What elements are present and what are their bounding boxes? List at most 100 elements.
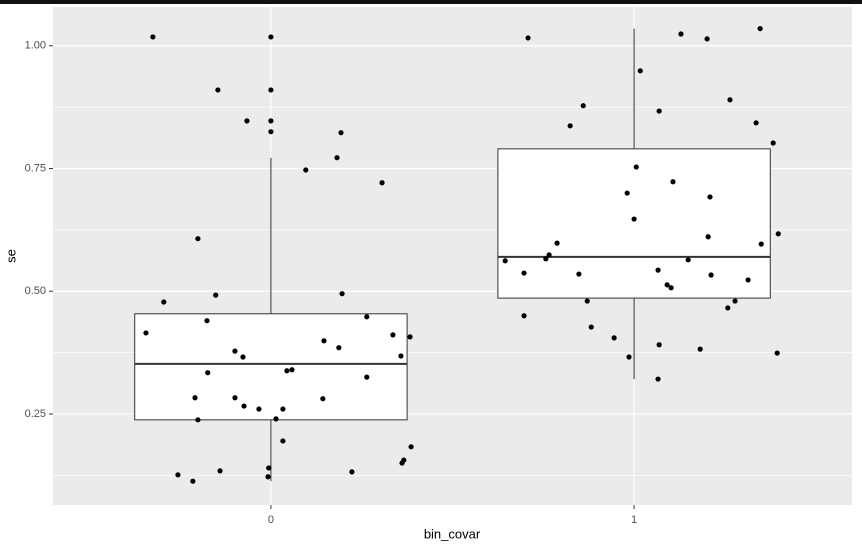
point — [241, 403, 247, 409]
point — [678, 31, 684, 37]
point — [727, 97, 733, 103]
point — [745, 277, 751, 283]
point — [217, 468, 223, 474]
point — [190, 478, 196, 484]
point — [339, 291, 345, 297]
point — [268, 129, 274, 135]
point — [543, 256, 549, 262]
point — [399, 460, 405, 466]
point — [407, 334, 413, 340]
y-tick-label: 1.00 — [25, 40, 46, 52]
point — [567, 123, 573, 129]
point — [195, 417, 201, 423]
point — [546, 252, 552, 258]
point — [633, 164, 639, 170]
point — [256, 406, 262, 412]
point — [244, 118, 250, 124]
point — [192, 395, 198, 401]
box — [134, 313, 408, 421]
point — [408, 444, 414, 450]
point — [655, 267, 661, 273]
point — [770, 140, 776, 146]
point — [707, 194, 713, 200]
point — [268, 34, 274, 40]
point — [336, 345, 342, 351]
point — [685, 257, 691, 263]
point — [775, 231, 781, 237]
point — [670, 179, 676, 185]
point — [725, 305, 731, 311]
point — [732, 298, 738, 304]
point — [150, 34, 156, 40]
point — [204, 318, 210, 324]
point — [656, 108, 662, 114]
y-tick-label: 0.75 — [25, 162, 46, 174]
point — [626, 354, 632, 360]
point — [215, 87, 221, 93]
point — [161, 299, 167, 305]
point — [265, 474, 271, 480]
point — [379, 180, 385, 186]
point — [280, 406, 286, 412]
point — [668, 285, 674, 291]
point — [334, 155, 340, 161]
point — [398, 353, 404, 359]
point — [232, 348, 238, 354]
point — [502, 258, 508, 264]
point — [655, 376, 661, 382]
y-tick-label: 0.50 — [25, 285, 46, 297]
y-tick-label: 0.25 — [25, 408, 46, 420]
point — [205, 370, 211, 376]
point — [289, 367, 295, 373]
point — [338, 130, 344, 136]
point — [273, 416, 279, 422]
point — [321, 338, 327, 344]
point — [280, 438, 286, 444]
point — [753, 120, 759, 126]
window-border — [0, 0, 862, 4]
point — [704, 36, 710, 42]
marks — [134, 25, 781, 484]
point — [525, 35, 531, 41]
point — [195, 236, 201, 242]
point — [213, 292, 219, 298]
point — [576, 271, 582, 277]
point — [232, 395, 238, 401]
point — [364, 374, 370, 380]
point — [268, 118, 274, 124]
box — [497, 148, 771, 299]
x-tick-label: 1 — [631, 514, 637, 526]
axes: 0.25 0.50 0.75 1.00 0 1 — [25, 40, 638, 526]
point — [624, 190, 630, 196]
point — [758, 241, 764, 247]
point — [143, 330, 149, 336]
point — [697, 346, 703, 352]
point — [584, 298, 590, 304]
point — [656, 342, 662, 348]
point — [303, 167, 309, 173]
point — [521, 270, 527, 276]
y-axis-title: se — [3, 249, 18, 263]
x-tick-label: 0 — [268, 514, 274, 526]
point — [364, 314, 370, 320]
point — [631, 216, 637, 222]
point — [705, 234, 711, 240]
point — [240, 354, 246, 360]
point — [580, 103, 586, 109]
point — [757, 25, 763, 32]
point — [774, 350, 780, 356]
point — [554, 240, 560, 246]
point — [521, 313, 527, 319]
point — [268, 87, 274, 93]
point — [708, 272, 714, 278]
point — [611, 335, 617, 341]
point — [349, 469, 355, 475]
point — [588, 324, 594, 330]
point — [284, 368, 290, 374]
x-axis-title: bin_covar — [424, 526, 481, 541]
point — [664, 282, 670, 288]
point — [266, 465, 272, 471]
point — [320, 396, 326, 402]
point — [390, 332, 396, 338]
